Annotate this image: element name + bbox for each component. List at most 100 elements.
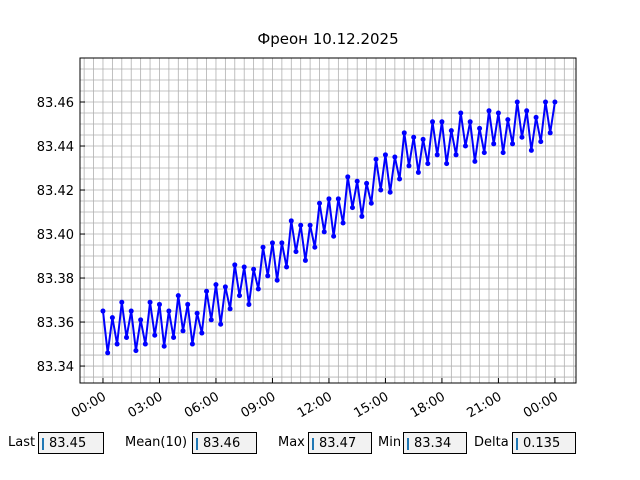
data-point: [265, 273, 271, 279]
y-tick-label: 83.44: [37, 140, 74, 155]
data-point: [288, 218, 294, 224]
plot-frame: [79, 57, 577, 384]
text-box[interactable]: 83.46: [192, 432, 257, 454]
data-point: [251, 266, 257, 272]
data-point: [439, 119, 445, 125]
data-point: [519, 134, 525, 140]
data-point: [359, 213, 365, 219]
data-point: [317, 200, 323, 206]
data-point: [368, 200, 374, 206]
text-box[interactable]: 83.47: [308, 432, 372, 454]
data-point: [269, 240, 275, 246]
data-point: [387, 189, 393, 195]
widget-label: Delta: [474, 435, 509, 450]
data-point: [218, 321, 224, 327]
data-point: [109, 315, 115, 321]
text-box[interactable]: 83.45: [38, 432, 104, 454]
data-point: [392, 154, 398, 160]
data-point: [547, 130, 553, 136]
data-point: [156, 301, 162, 307]
data-point: [199, 330, 205, 336]
data-point: [161, 343, 167, 349]
data-point: [364, 180, 370, 186]
data-point: [213, 282, 219, 288]
data-point: [326, 196, 332, 202]
data-point: [415, 169, 421, 175]
data-point: [227, 306, 233, 312]
data-point: [406, 163, 412, 169]
data-point: [194, 310, 200, 316]
x-tick-label: 03:00: [126, 389, 166, 421]
data-point: [397, 176, 403, 182]
data-point: [208, 317, 214, 323]
data-point: [458, 110, 464, 116]
data-point: [335, 196, 341, 202]
data-point: [175, 293, 181, 299]
data-point: [255, 286, 261, 292]
data-point: [486, 108, 492, 114]
data-point: [477, 125, 483, 131]
widget-label: Min: [378, 435, 402, 450]
data-point: [378, 187, 384, 193]
data-point: [119, 299, 125, 305]
data-point: [312, 244, 318, 250]
data-point: [510, 141, 516, 147]
data-point: [246, 301, 252, 307]
data-point: [453, 152, 459, 158]
data-point: [189, 341, 195, 347]
data-point: [274, 277, 280, 283]
x-tick-label: 18:00: [408, 389, 448, 421]
data-point: [331, 233, 337, 239]
y-tick-label: 83.34: [37, 360, 74, 375]
data-point: [481, 150, 487, 156]
data-point: [420, 136, 426, 142]
data-point: [340, 220, 346, 226]
data-point: [462, 143, 468, 149]
data-point: [142, 341, 148, 347]
data-point: [434, 152, 440, 158]
data-point: [354, 178, 360, 184]
data-point: [448, 128, 454, 134]
data-point: [298, 222, 304, 228]
data-point: [114, 341, 120, 347]
data-point: [524, 108, 530, 114]
text-box[interactable]: 83.34: [403, 432, 467, 454]
data-point: [105, 350, 111, 356]
x-tick-label: 09:00: [239, 389, 279, 421]
data-point: [528, 147, 534, 153]
y-tick-label: 83.36: [37, 316, 74, 331]
data-point: [373, 156, 379, 162]
data-point: [533, 114, 539, 120]
data-point: [124, 334, 130, 340]
data-point: [349, 205, 355, 211]
data-point: [166, 308, 172, 314]
chart-title: Фреон 10.12.2025: [257, 30, 398, 48]
widget-label: Mean(10): [125, 435, 188, 450]
data-point: [552, 99, 558, 105]
data-point: [542, 99, 548, 105]
data-point: [345, 174, 351, 180]
data-point: [444, 161, 450, 167]
data-point: [138, 317, 144, 323]
data-point: [279, 240, 285, 246]
data-point: [180, 328, 186, 334]
data-point: [500, 150, 506, 156]
data-point: [260, 244, 266, 250]
data-point: [430, 119, 436, 125]
data-point: [293, 249, 299, 255]
widget-label: Max: [278, 435, 305, 450]
data-point: [514, 99, 520, 105]
data-point: [491, 141, 497, 147]
data-point: [152, 332, 158, 338]
data-point: [505, 117, 511, 123]
data-point: [147, 299, 153, 305]
chart: Фреон 10.12.2025 83.34 83.36 83.38 83.40 83.…: [37, 30, 577, 421]
text-box[interactable]: 0.135: [512, 432, 576, 454]
data-point: [241, 264, 247, 270]
widget-label: Last: [8, 435, 36, 450]
data-point: [425, 161, 431, 167]
x-tick-label: 00:00: [521, 389, 561, 421]
data-point: [171, 334, 177, 340]
data-point: [128, 308, 134, 314]
